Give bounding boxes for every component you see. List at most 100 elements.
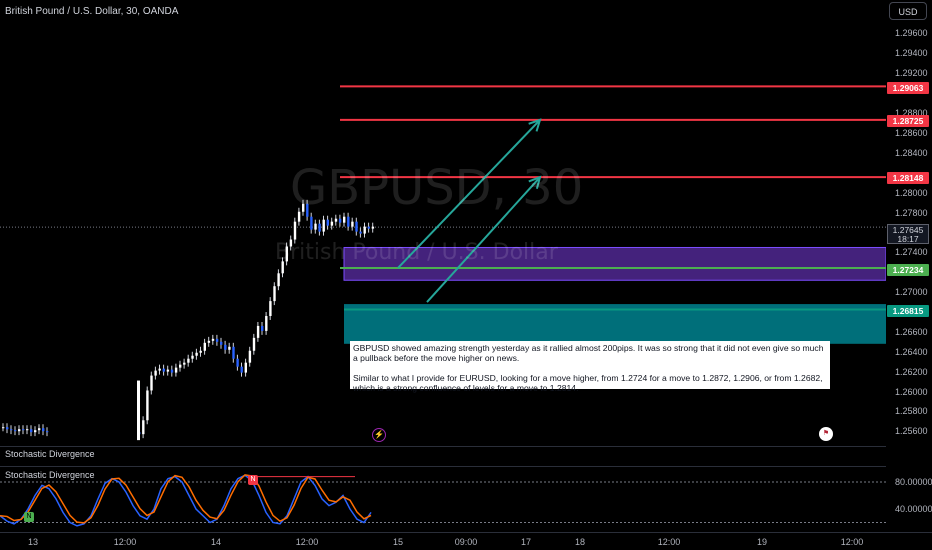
candle-body [14,430,17,432]
watermark-description: British Pound / U.S. Dollar [275,240,558,265]
analysis-note[interactable]: GBPUSD showed amazing strength yesterday… [350,341,830,393]
pane-divider[interactable] [0,446,886,447]
level-tag-4[interactable]: 1.27234 [887,264,929,276]
time-tick: 19 [756,537,768,547]
candle-body [256,325,260,338]
candle-body [187,358,190,363]
stoch-d-line [0,474,372,524]
candle-body [306,203,309,217]
pane-divider[interactable] [0,466,886,467]
candle-body [211,338,215,341]
candle-body [224,344,227,350]
indicator-title[interactable]: Stochastic Divergence [5,449,95,459]
candle-body [183,362,186,365]
candle-body [42,428,45,432]
time-tick: 17 [520,537,532,547]
candle-body [6,427,9,430]
arrow-line [426,176,541,303]
price-tick: 1.27400 [895,247,928,257]
price-tick: 1.25800 [895,406,928,416]
candle-body [355,221,358,232]
level-tag-5[interactable]: 1.26815 [887,305,929,317]
price-tick: 1.28800 [895,108,928,118]
candle-body [215,338,219,342]
arrow-line [397,119,541,269]
candle-body [199,350,202,353]
price-tick: 1.29400 [895,48,928,58]
candle-body [154,370,157,376]
candle-body [302,203,305,212]
candle-body [174,367,178,373]
symbol-title[interactable]: British Pound / U.S. Dollar, 30, OANDA [5,6,179,17]
stoch-tick: 80.00000 [895,477,932,487]
candle-body [281,261,284,274]
candle-body [18,429,21,432]
candle-body [179,364,182,368]
candle-body [310,216,313,230]
currency-button[interactable]: USD [889,2,927,20]
candle-body [22,429,25,431]
price-tick: 1.28000 [895,188,928,198]
us-flag-icon[interactable]: ⚑ [819,427,833,441]
candle-body [232,346,235,359]
candle-body [297,211,301,222]
price-tick: 1.26200 [895,367,928,377]
stochastic-chart[interactable] [0,467,886,531]
price-tick: 1.28400 [895,148,928,158]
pane-divider[interactable] [0,532,932,533]
time-tick: 12:00 [295,537,319,547]
candle-body [220,341,223,345]
time-tick: 15 [392,537,404,547]
level-tag-1[interactable]: 1.29063 [887,82,929,94]
price-tick: 1.26400 [895,347,928,357]
candle-body [162,368,165,372]
candle-body [137,380,140,441]
arrow-head [528,118,542,132]
candle-body [46,431,49,433]
current-price: 1.27645 [892,225,924,235]
candle-body [269,301,272,317]
arrow-head [528,175,542,190]
candle-body [289,239,293,247]
candle-body [240,366,243,373]
candle-body [371,226,375,229]
candle-body [367,226,370,229]
price-tick: 1.27800 [895,208,928,218]
time-tick: 12:00 [657,537,681,547]
price-chart[interactable] [0,0,886,446]
price-tick: 1.26000 [895,387,928,397]
stoch-tick: 40.00000 [895,504,932,514]
candle-body [203,342,206,351]
time-tick: 14 [210,537,222,547]
candle-body [261,325,264,331]
price-tick: 1.25600 [895,426,928,436]
level-tag-2[interactable]: 1.28725 [887,115,929,127]
candle-body [351,221,354,227]
candle-body [334,218,338,222]
price-tick: 1.27000 [895,287,928,297]
candle-body [318,223,321,232]
candle-body [347,216,350,227]
candle-body [2,427,5,429]
candle-body [330,221,334,226]
time-tick: 12:00 [113,537,137,547]
candle-body [363,226,366,234]
bar-countdown: 18:17 [897,234,919,244]
candle-body [30,429,33,433]
candle-body [146,390,149,421]
candle-body [10,429,13,431]
candle-body [359,231,362,234]
candle-body [158,368,161,371]
candle-body [207,340,211,343]
purple-zone [343,246,886,281]
candle-body [314,223,317,230]
bearish-divergence-badge: N [248,475,258,485]
level-tag-3[interactable]: 1.28148 [887,172,929,184]
time-tick: 13 [27,537,39,547]
candle-body [191,355,194,359]
note-paragraph-1: GBPUSD showed amazing strength yesterday… [353,343,824,363]
bullish-divergence-badge: N [24,512,34,522]
indicator-title[interactable]: Stochastic Divergence [5,470,95,480]
candle-body [26,429,29,431]
lightning-icon[interactable]: ⚡ [372,428,386,442]
